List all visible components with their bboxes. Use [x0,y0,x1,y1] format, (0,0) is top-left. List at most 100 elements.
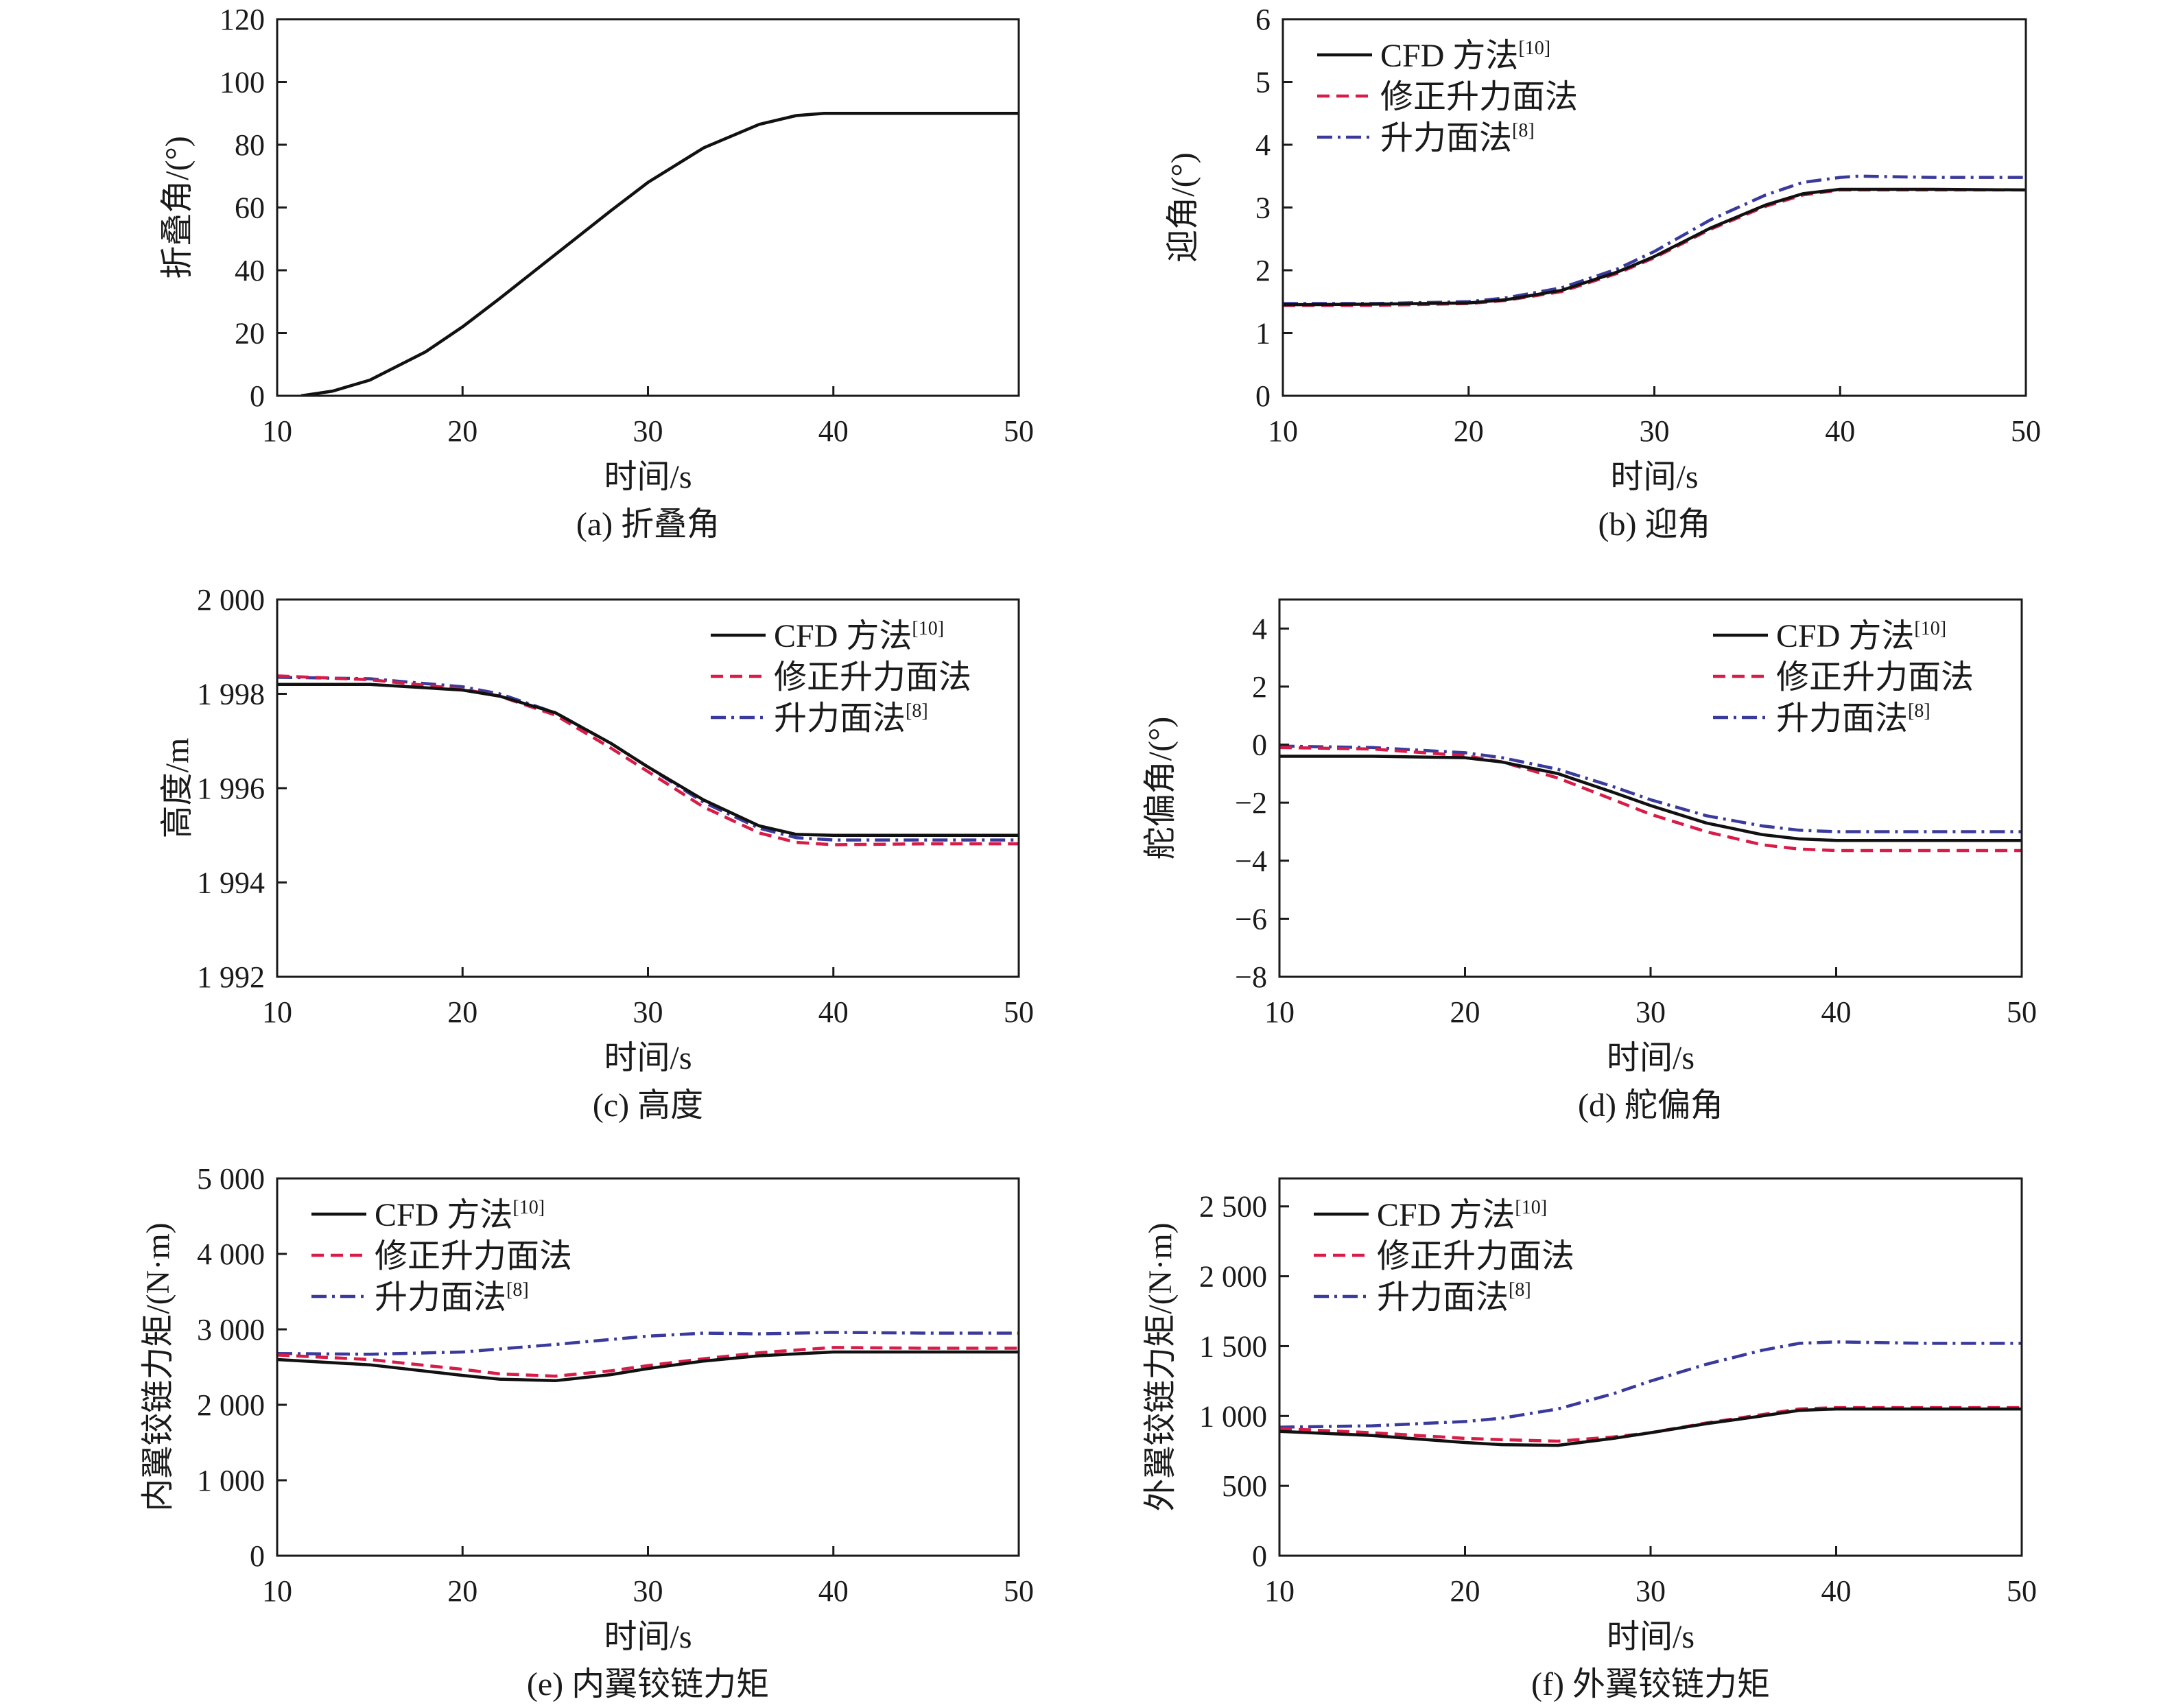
y-tick-label: 2 000 [197,583,265,617]
legend-text: 升力面法 [774,700,906,737]
y-tick-label: 6 [1255,3,1271,36]
y-axis-label: 舵偏角/(°) [1142,717,1179,860]
y-tick-label: 1 000 [197,1464,265,1497]
x-tick-label: 40 [1821,1574,1852,1608]
x-tick-label: 20 [1454,414,1484,448]
legend-label-cfd: CFD 方法[10] [375,1197,545,1233]
x-tick-label: 50 [2007,995,2037,1029]
y-tick-label: 120 [220,3,265,36]
y-tick-label: 0 [250,379,265,413]
y-tick-label: 1 996 [197,772,265,805]
y-tick-label: 1 000 [1199,1399,1267,1433]
x-tick-label: 50 [1004,1574,1034,1608]
y-tick-label: 5 [1255,66,1271,99]
y-tick-label: 500 [1222,1469,1267,1503]
legend-label-lifting: 升力面法[8] [1380,120,1535,156]
legend-ref: [10] [512,1197,545,1218]
legend-label-corrected: 修正升力面法 [774,659,971,696]
series-lifting-line [1279,1340,2022,1429]
legend-label-cfd: CFD 方法[10] [1380,38,1550,74]
x-axis-label: 时间/s [1607,1619,1694,1655]
x-tick-label: 50 [2007,1574,2037,1608]
series-cfd-line [1279,1407,2022,1447]
legend-ref: [8] [1512,120,1535,141]
legend-text: CFD 方法 [1776,618,1914,654]
x-tick-label: 30 [633,414,663,448]
y-tick-label: 4 [1255,128,1271,162]
legend-text: 升力面法 [1776,700,1908,737]
y-tick-label: 1 998 [197,678,265,711]
panel-e: 10 20 30 40 50 0 1 000 2 000 3 000 4 000 5 000 时间/s… [140,1162,1034,1703]
series-cfd-line [277,683,1019,838]
legend-label-cfd: CFD 方法[10] [774,618,944,654]
legend-ref: [10] [1515,1197,1547,1218]
y-tick-label: 1 500 [1199,1329,1267,1363]
panel-caption: (b) 迎角 [1598,506,1711,543]
legend-text: 修正升力面法 [375,1238,572,1274]
x-tick-label: 20 [1450,995,1480,1029]
x-tick-label: 50 [2011,414,2041,448]
panel-c: 10 20 30 40 50 1 992 1 994 1 996 1 998 2 000 时间/s 高… [159,583,1034,1124]
y-tick-label: 0 [1252,1539,1267,1573]
y-tick-label: 2 [1255,254,1271,287]
y-tick-label: 1 992 [197,960,265,994]
legend-text: 升力面法 [1380,120,1512,156]
x-tick-label: 10 [262,414,292,448]
legend-label-corrected: 修正升力面法 [1377,1238,1574,1274]
y-tick-label: 80 [235,128,265,162]
series-corrected-line [277,674,1019,846]
legend-label-lifting: 升力面法[8] [1377,1279,1531,1316]
legend-label-corrected: 修正升力面法 [1380,79,1578,115]
x-tick-label: 10 [1264,995,1295,1029]
legend-text: 修正升力面法 [1377,1238,1574,1274]
y-axis-label: 内翼铰链力矩/(N·m) [140,1222,176,1511]
y-tick-label: 100 [220,66,265,99]
series-lifting-line [1283,174,2026,305]
x-tick-label: 40 [1821,995,1852,1029]
y-tick-label: 4 000 [197,1237,265,1271]
x-axis-label: 时间/s [1607,1040,1694,1076]
y-axis-label: 迎角/(°) [1165,152,1201,263]
legend-ref: [10] [1914,618,1946,639]
y-tick-label: 4 [1252,612,1267,645]
y-tick-label: 1 994 [197,866,265,900]
x-axis-label: 时间/s [1610,459,1698,495]
x-tick-label: 40 [818,414,849,448]
panel-caption: (f) 外翼铰链力矩 [1531,1666,1770,1703]
legend-label-corrected: 修正升力面法 [375,1238,572,1274]
legend-text: 修正升力面法 [774,659,971,696]
x-tick-label: 20 [447,414,477,448]
x-tick-label: 30 [1635,995,1666,1029]
x-tick-label: 30 [1640,414,1670,448]
legend-text: CFD 方法 [375,1197,512,1233]
y-tick-label: 1 [1255,317,1271,351]
plot-frame [1278,598,2023,978]
y-axis-label: 高度/m [159,738,196,839]
x-tick-label: 50 [1004,995,1034,1029]
legend-ref: [8] [1908,700,1930,722]
y-tick-label: 5 000 [197,1162,265,1196]
series-corrected-line [1283,188,2026,307]
x-tick-label: 40 [1825,414,1855,448]
legend-label-cfd: CFD 方法[10] [1776,618,1946,654]
legend-ref: [10] [1518,38,1550,59]
y-tick-label: 60 [235,191,265,225]
x-tick-label: 10 [1264,1574,1295,1608]
x-tick-label: 10 [1268,414,1298,448]
series-cfd-line [300,112,1019,396]
x-tick-label: 50 [1004,414,1034,448]
y-tick-label: −6 [1235,902,1267,936]
plot-frame [276,598,1020,978]
y-tick-label: 3 000 [197,1313,265,1347]
legend-text: 升力面法 [375,1279,506,1316]
series-cfd-line [1279,755,2022,842]
legend-text: 修正升力面法 [1776,659,1974,696]
series-lifting-line [1279,744,2022,833]
legend-label-corrected: 修正升力面法 [1776,659,1974,696]
legend-ref: [10] [912,618,944,639]
